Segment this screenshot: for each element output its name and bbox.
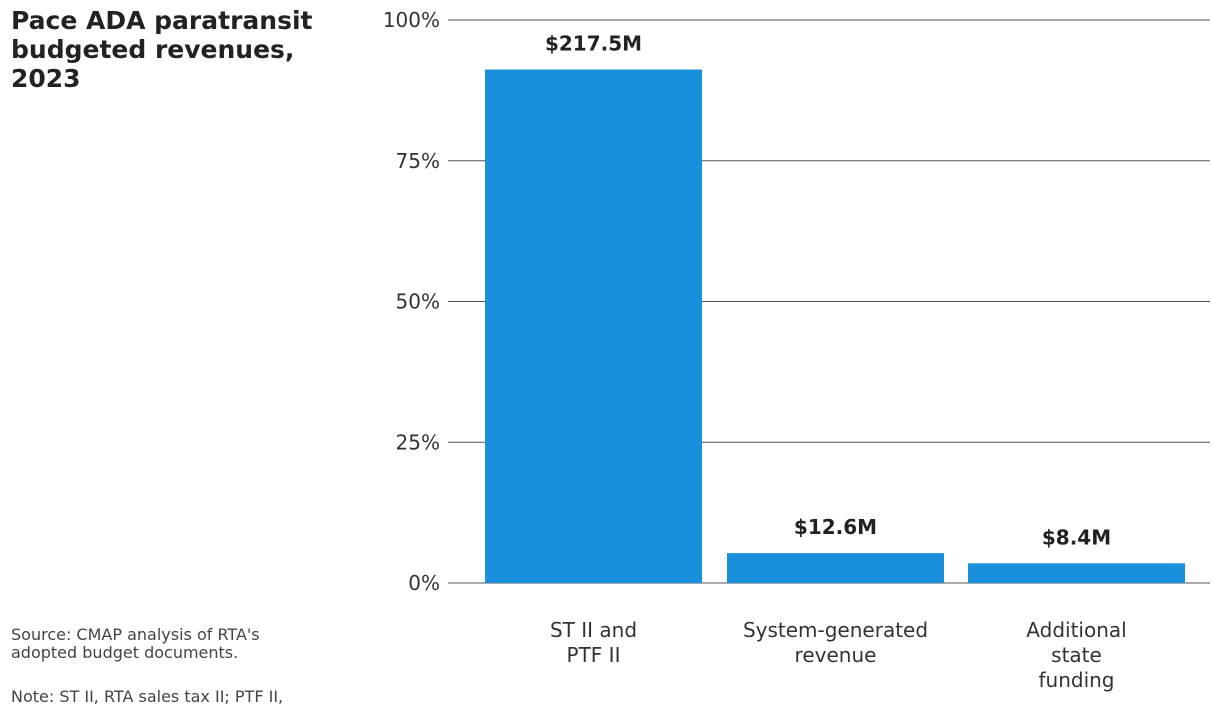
category-label-3: Additional state funding (1026, 618, 1126, 692)
category-label-1: ST II and PTF II (550, 618, 637, 667)
category-label-2: System-generated revenue (743, 618, 928, 667)
y-tick-label-75: 75% (396, 149, 440, 173)
source-note: Source: CMAP analysis of RTA's adopted b… (11, 625, 260, 662)
bars (485, 69, 1185, 583)
y-tick-label-0: 0% (408, 571, 440, 595)
category-label-line: Additional (1026, 618, 1126, 642)
category-label-line: revenue (795, 643, 877, 667)
y-tick-label-50: 50% (396, 290, 440, 314)
category-label-line: ST II and (550, 618, 637, 642)
y-tick-label-25: 25% (396, 430, 440, 454)
bar-3 (968, 563, 1185, 583)
y-axis-tick-labels: 0% 25% 50% 75% 100% (383, 8, 440, 595)
category-label-line: System-generated (743, 618, 928, 642)
category-label-line: state (1051, 643, 1102, 667)
value-label-3: $8.4M (1042, 525, 1111, 549)
bar-1 (485, 69, 702, 583)
value-labels: $217.5M $12.6M $8.4M (545, 32, 1111, 550)
category-label-line: funding (1038, 668, 1114, 692)
value-label-1: $217.5M (545, 32, 642, 56)
y-tick-label-100: 100% (383, 8, 440, 32)
chart-title: Pace ADA paratransit budgeted revenues, … (11, 6, 313, 93)
bar-2 (727, 553, 944, 583)
value-label-2: $12.6M (794, 515, 877, 539)
category-label-line: PTF II (567, 643, 621, 667)
category-labels: ST II and PTF II System-generated revenue Ad… (550, 618, 1127, 692)
